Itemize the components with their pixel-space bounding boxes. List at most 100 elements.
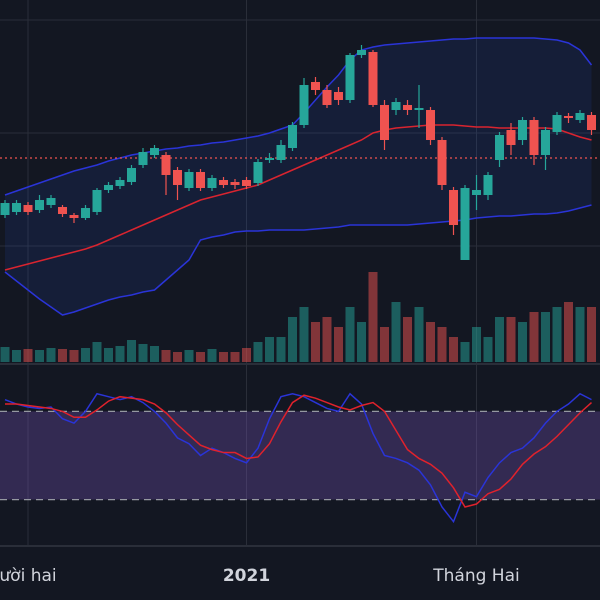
candle-body: [403, 105, 412, 110]
volume-bar: [0, 347, 10, 362]
volume-bar: [127, 340, 136, 362]
band-fill: [5, 38, 592, 315]
candle-body: [23, 205, 33, 212]
candle-body: [541, 130, 550, 155]
candle-body: [58, 207, 67, 214]
volume-bar: [518, 322, 527, 362]
candle-body: [311, 82, 320, 90]
volume-bar: [184, 350, 194, 362]
volume-bar: [483, 337, 493, 362]
candle-body: [552, 115, 562, 132]
stoch-line: [4, 392, 592, 524]
candle-body: [69, 215, 79, 218]
volume-bar: [58, 349, 67, 362]
candle-body: [460, 188, 470, 260]
candle-body: [426, 110, 435, 140]
candle-body: [253, 162, 263, 183]
candle-body: [564, 116, 573, 118]
candle-body: [150, 148, 159, 155]
volume-bar: [460, 342, 470, 362]
candle-body: [345, 55, 355, 100]
volume-bar: [380, 327, 389, 362]
candle-body: [529, 120, 539, 155]
volume-bar: [242, 348, 251, 362]
volume-bar: [437, 327, 447, 362]
candle-body: [35, 200, 44, 210]
candle-body: [81, 208, 90, 218]
stoch-band-fill: [0, 411, 600, 500]
volume-bar: [564, 302, 573, 362]
volume-bar: [587, 307, 596, 362]
volume-bar: [541, 312, 550, 362]
volume-bar: [311, 322, 320, 362]
candle-body: [437, 140, 447, 185]
candle-body: [230, 182, 240, 185]
candle-body: [92, 190, 102, 212]
candle-body: [138, 152, 148, 165]
candle-body: [334, 92, 343, 100]
candle-body: [495, 135, 504, 160]
candle-body: [472, 190, 481, 195]
candle-body: [368, 52, 378, 105]
volume-bar: [219, 352, 228, 362]
candle-body: [587, 115, 596, 130]
candle-body: [380, 105, 389, 140]
volume-bar: [46, 348, 56, 362]
volume-bar: [196, 352, 205, 362]
volume-bar: [35, 350, 44, 362]
candle-body: [391, 102, 401, 110]
volume-bar: [345, 307, 355, 362]
volume-bar: [69, 350, 79, 362]
candle-body: [299, 85, 309, 125]
candle-body: [207, 178, 217, 188]
volume-bar: [299, 307, 309, 362]
candle-body: [483, 175, 493, 195]
volume-bar: [403, 317, 412, 362]
volume-bar: [529, 312, 539, 362]
volume-bar: [391, 302, 401, 362]
candle-body: [0, 203, 10, 215]
candle-body: [357, 50, 366, 55]
volume-bar: [23, 349, 33, 362]
time-label: ười hai: [0, 566, 57, 586]
stoch-line: [5, 394, 593, 508]
volume-bar: [81, 348, 90, 362]
volume-bar: [368, 272, 378, 362]
volume-bar: [92, 342, 102, 362]
volume-bar: [265, 337, 274, 362]
volume-bar: [161, 350, 171, 362]
candle-body: [265, 158, 274, 160]
volume-bar: [173, 352, 182, 362]
candle-body: [161, 155, 171, 175]
candle-body: [575, 113, 585, 120]
volume-bar: [150, 346, 159, 362]
time-label: 2021: [223, 566, 270, 586]
band-line: [4, 37, 593, 196]
volume-bar: [506, 317, 516, 362]
time-label: Tháng Hai: [432, 566, 519, 586]
candle-body: [196, 172, 205, 188]
candle-body: [506, 130, 516, 145]
candle-body: [449, 190, 458, 225]
candle-body: [184, 172, 194, 188]
volume-bar: [449, 337, 458, 362]
band-line: [4, 204, 592, 316]
candle-body: [219, 180, 228, 185]
volume-bar: [115, 346, 125, 362]
volume-bar: [472, 327, 481, 362]
candle-body: [173, 170, 182, 185]
volume-bar: [288, 317, 297, 362]
volume-bar: [276, 337, 286, 362]
volume-bar: [552, 307, 562, 362]
candle-body: [115, 180, 125, 186]
volume-bar: [334, 327, 343, 362]
candle-body: [12, 203, 21, 212]
candle-body: [104, 185, 113, 190]
volume-bar: [207, 349, 217, 362]
candle-body: [242, 180, 251, 186]
candle-body: [322, 90, 332, 105]
volume-bar: [12, 350, 21, 362]
volume-bar: [426, 322, 435, 362]
candle-body: [46, 198, 56, 205]
